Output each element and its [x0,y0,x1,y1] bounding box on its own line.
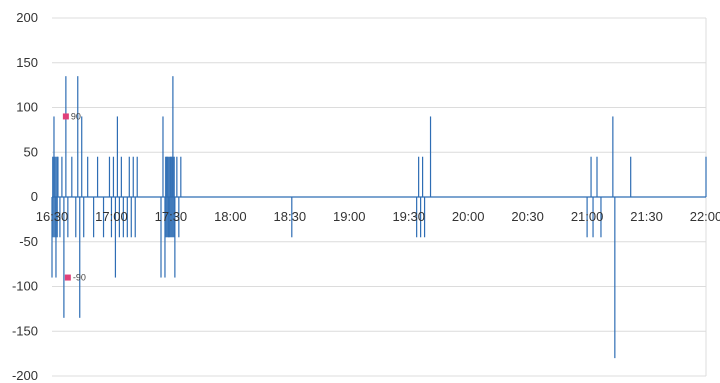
x-tick-label: 20:30 [511,209,544,224]
x-tick-label: 17:00 [95,209,128,224]
x-axis-ticks: 16:30 17:00 17:30 18:00 18:30 19:00 19:30 20:00… [36,209,720,224]
annotation-marker [62,113,69,120]
y-tick-label: 200 [16,10,38,25]
x-tick-label: 18:00 [214,209,247,224]
x-tick-label: 19:30 [392,209,425,224]
y-tick-label: -150 [12,323,38,338]
y-tick-label: -200 [12,368,38,383]
chart-series [51,76,707,359]
x-tick-label: 22:00 [690,209,720,224]
annotation-marker [64,274,71,281]
y-tick-label: -50 [19,234,38,249]
x-tick-label: 16:30 [36,209,69,224]
y-tick-label: -100 [12,279,38,294]
x-tick-label: 17:30 [155,209,188,224]
x-tick-label: 20:00 [452,209,485,224]
y-tick-label: 150 [16,55,38,70]
y-tick-label: 0 [31,189,38,204]
x-tick-label: 21:30 [630,209,663,224]
y-tick-label: 50 [24,144,38,159]
chart-annotations: 90 -90 [62,111,86,283]
annotation-label: -90 [73,273,86,283]
y-tick-label: 100 [16,100,38,115]
y-axis-ticks: 200 150 100 50 0 -50 -100 -150 -200 [12,10,38,383]
x-tick-label: 21:00 [571,209,604,224]
x-tick-label: 19:00 [333,209,366,224]
annotation-label: 90 [71,111,81,121]
x-tick-label: 18:30 [274,209,307,224]
